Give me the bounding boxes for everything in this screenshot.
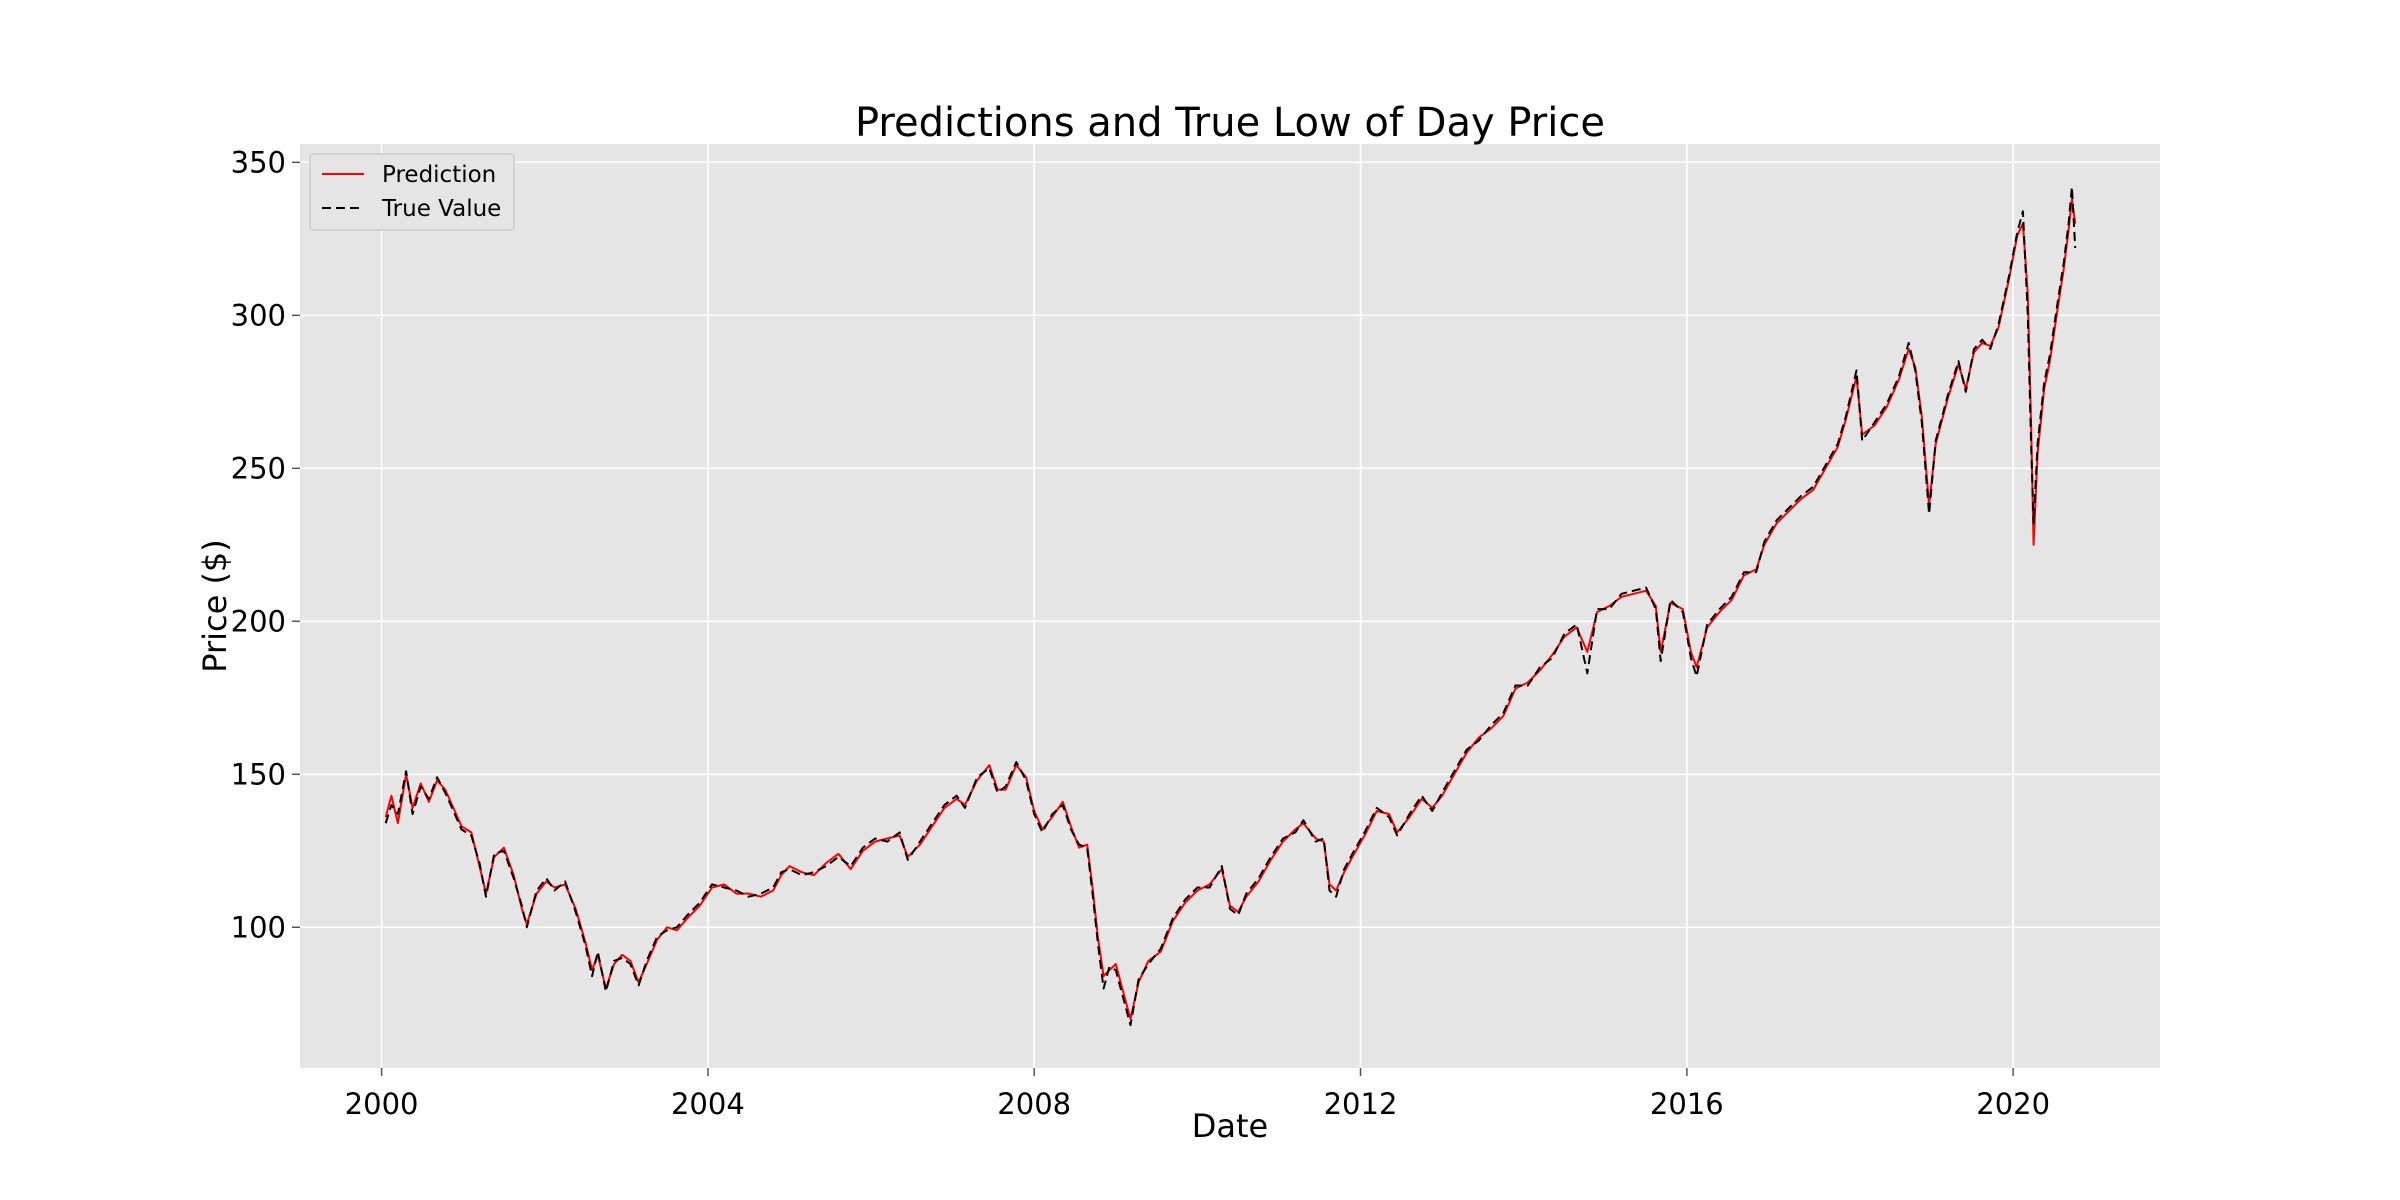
tick-layer: 2000 2004 2008 2012 2016 2020 100 150 200 250 300 3… [231,145,2050,1121]
plot-area [300,144,2160,1068]
y-tick-label-100: 100 [231,910,286,944]
x-tick-label-2008: 2008 [997,1087,1071,1121]
y-axis-label: Price ($) [196,539,234,673]
y-tick-label-150: 150 [231,757,286,791]
y-tick-label-350: 350 [231,145,286,179]
series-layer [384,185,2077,1027]
x-tick-label-2016: 2016 [1650,1087,1724,1121]
legend: Prediction True Value [309,153,515,231]
series-line-true-value [384,185,2077,1027]
y-tick-label-300: 300 [231,298,286,332]
grid-lines [300,144,2160,1068]
chart-title: Predictions and True Low of Day Price [855,100,1605,146]
x-tick-label-2020: 2020 [1976,1087,2050,1121]
x-tick-label-2000: 2000 [345,1087,419,1121]
x-tick-label-2004: 2004 [671,1087,745,1121]
legend-prediction-label: Prediction [382,162,496,188]
legend-true-value-label: True Value [381,196,501,222]
y-tick-label-250: 250 [231,451,286,485]
x-axis-label: Date [1192,1107,1268,1145]
y-tick-label-200: 200 [231,604,286,638]
x-tick-label-2012: 2012 [1324,1087,1398,1121]
